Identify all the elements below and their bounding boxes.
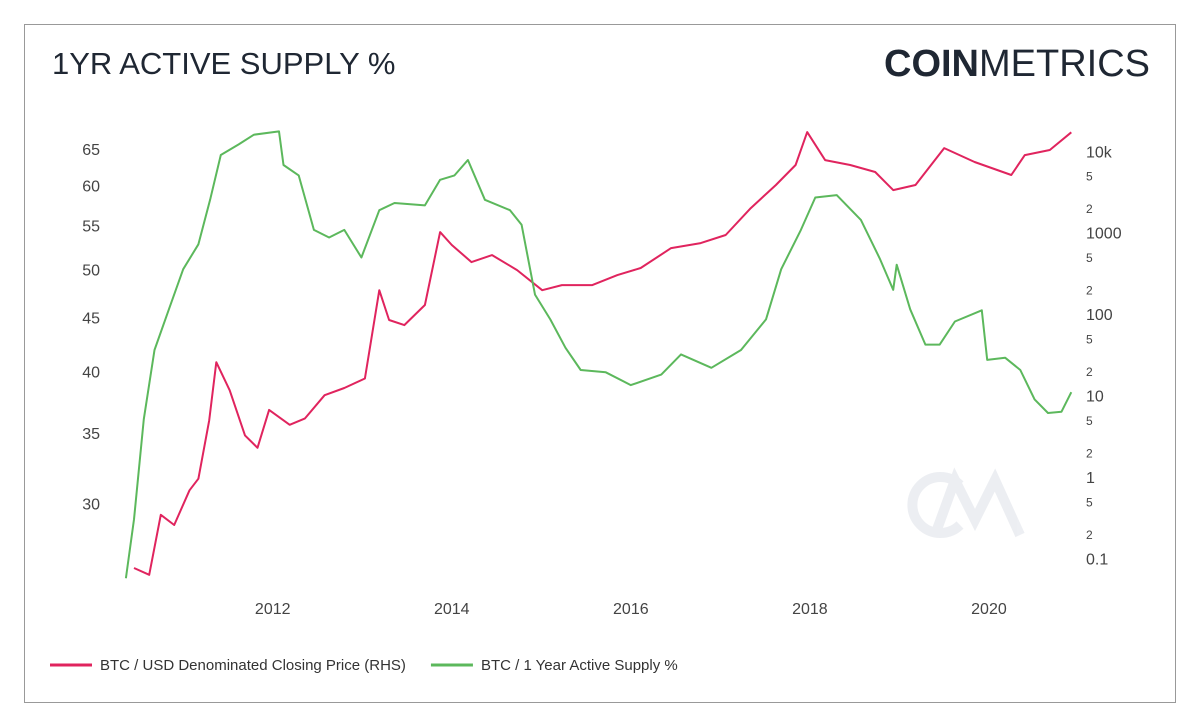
watermark xyxy=(907,467,1025,538)
y2-tick-label: 2 xyxy=(1086,202,1093,216)
y-tick-label: 60 xyxy=(82,179,100,196)
y2-tick-label: 1 xyxy=(1086,470,1095,487)
series-line xyxy=(133,131,1072,576)
legend-label: BTC / USD Denominated Closing Price (RHS… xyxy=(100,657,406,674)
y2-tick-label: 5 xyxy=(1086,495,1093,509)
series-line xyxy=(124,130,1073,579)
y2-tick-label: 5 xyxy=(1086,251,1093,265)
y2-tick-label: 100 xyxy=(1086,307,1113,324)
y2-tick-label: 10k xyxy=(1086,144,1113,161)
x-tick-label: 2012 xyxy=(255,601,291,618)
y2-tick-label: 0.1 xyxy=(1086,551,1108,568)
chart-title: 1YR ACTIVE SUPPLY % xyxy=(52,46,395,81)
y2-tick-label: 5 xyxy=(1086,414,1093,428)
y2-tick-label: 2 xyxy=(1086,528,1093,542)
y2-tick-label: 2 xyxy=(1086,284,1093,298)
y-tick-label: 30 xyxy=(82,497,100,514)
x-tick-label: 2014 xyxy=(434,601,470,618)
y-tick-label: 40 xyxy=(82,365,100,382)
x-tick-label: 2018 xyxy=(792,601,828,618)
y2-tick-label: 2 xyxy=(1086,365,1093,379)
y2-tick-label: 5 xyxy=(1086,333,1093,347)
y2-tick-label: 1000 xyxy=(1086,226,1122,243)
y-tick-label: 55 xyxy=(82,219,100,236)
x-tick-label: 2020 xyxy=(971,601,1007,618)
y-tick-label: 65 xyxy=(82,142,100,159)
x-tick-label: 2016 xyxy=(613,601,649,618)
y-tick-label: 50 xyxy=(82,262,100,279)
y2-tick-label: 5 xyxy=(1086,170,1093,184)
y2-tick-label: 2 xyxy=(1086,446,1093,460)
y2-tick-label: 10 xyxy=(1086,389,1104,406)
brand-light: METRICS xyxy=(979,43,1150,85)
legend-label: BTC / 1 Year Active Supply % xyxy=(481,657,678,674)
y-tick-label: 45 xyxy=(82,311,100,328)
brand-logo: COINMETRICS xyxy=(884,43,1150,85)
brand-bold: COIN xyxy=(884,43,979,85)
y-tick-label: 35 xyxy=(82,426,100,443)
